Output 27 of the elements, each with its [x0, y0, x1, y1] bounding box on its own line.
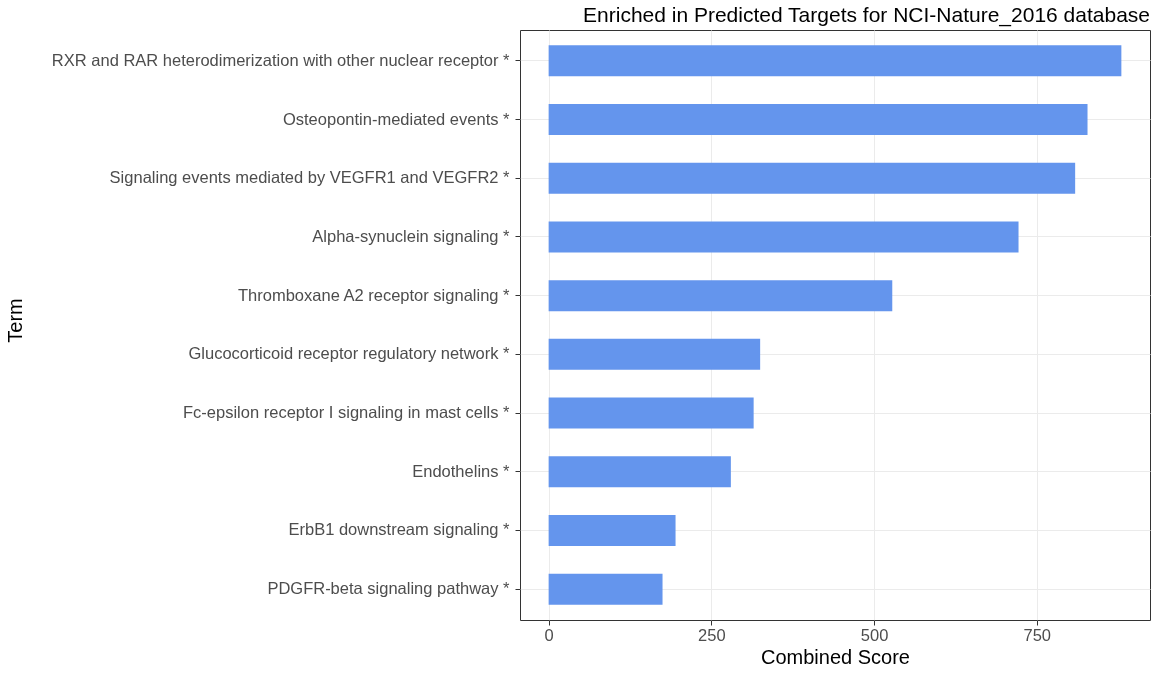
x-tick-label: 0: [544, 625, 554, 644]
y-tick-label: Endothelins *: [412, 461, 511, 480]
y-tick-label: PDGFR-beta signaling pathway *: [267, 579, 511, 598]
bar: [548, 280, 893, 312]
bar: [548, 456, 731, 488]
bar: [548, 514, 676, 546]
x-tick-label: 500: [860, 625, 889, 644]
bar: [548, 573, 663, 605]
y-tick-label: Alpha-synuclein signaling *: [312, 226, 511, 245]
chart-title: Enriched in Predicted Targets for NCI-Nature_2016 database: [583, 3, 1150, 27]
bar: [548, 162, 1076, 194]
bar: [548, 221, 1019, 253]
bar: [548, 45, 1122, 77]
y-tick-label: Glucocorticoid receptor regulatory network *: [188, 344, 511, 363]
y-tick-label: Fc-epsilon receptor I signaling in mast cells *: [183, 403, 511, 422]
y-tick-label: Thromboxane A2 receptor signaling *: [238, 285, 511, 304]
bar: [548, 104, 1088, 136]
x-tick-label: 250: [698, 625, 726, 644]
x-tick-label: 750: [1023, 625, 1052, 644]
y-tick-label: RXR and RAR heterodimerization with other nuclear receptor *: [51, 50, 511, 69]
y-tick-label: Osteopontin-mediated events *: [282, 109, 511, 128]
bar: [548, 397, 754, 429]
x-axis-title: Combined Score: [761, 646, 910, 668]
y-tick-label: Signaling events mediated by VEGFR1 and VEGFR2 *: [109, 168, 511, 187]
y-axis-title: Term: [3, 298, 26, 343]
bar: [548, 338, 761, 370]
y-tick-label: ErbB1 downstream signaling *: [288, 520, 511, 539]
